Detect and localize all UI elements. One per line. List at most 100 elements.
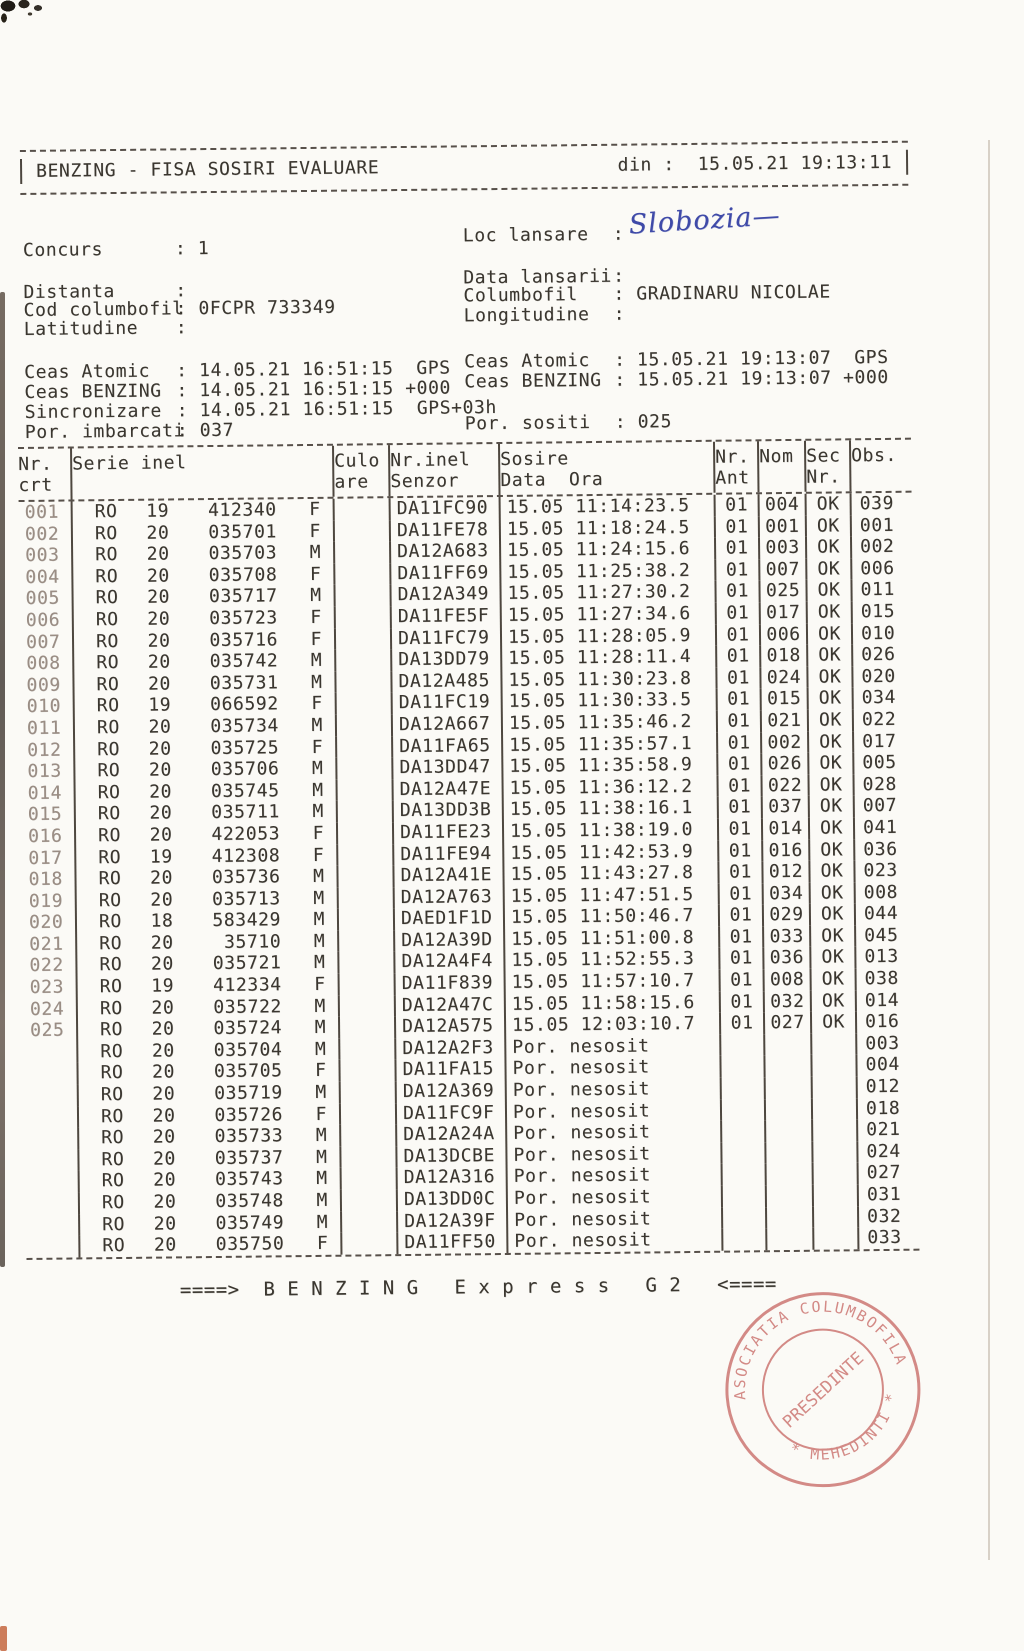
ring-number: 412334 [212, 974, 282, 997]
ring-sex: M [313, 930, 326, 952]
cell-serie: RO 19 412334 F [75, 973, 338, 999]
cell-crt: 007 [25, 631, 61, 653]
cell-culoare [333, 562, 390, 586]
ring-sex: M [313, 952, 326, 974]
cell-sosire: 15.05 11:27:30.2 [499, 581, 715, 605]
ring-year: 20 [151, 1018, 175, 1040]
por-imbarcati: Por. imbarcati: 037 [24, 419, 235, 443]
cell-culoare [337, 951, 394, 974]
ring-number: 035716 [209, 628, 279, 651]
ring-country: RO [97, 738, 121, 760]
ring-year: 20 [150, 932, 174, 954]
print-date: din : 15.05.21 19:13:11 [617, 152, 892, 176]
cell-sosire: Por. nesosit [504, 1077, 720, 1102]
ring-country: RO [95, 565, 119, 588]
cell-obs: 020 [851, 665, 914, 688]
cell-culoare [334, 649, 391, 672]
cell-senzor: DA12A2F3 [394, 1036, 505, 1060]
ring-sex: M [312, 865, 325, 888]
cell-crt [25, 1128, 77, 1150]
cell-ant [720, 1120, 765, 1143]
cell-sec: OK [804, 493, 850, 516]
cell-obs: 013 [854, 946, 917, 969]
cell-ant: 01 [718, 926, 763, 949]
cell-sec [811, 1141, 857, 1164]
cell-sec [812, 1205, 858, 1228]
ring-sex: M [309, 542, 322, 564]
cell-culoare [335, 822, 393, 845]
cell-culoare [335, 757, 392, 780]
ring-number: 035708 [208, 564, 278, 586]
header-box: BENZING - FISA SOSIRI EVALUARE din : 15.… [19, 140, 909, 195]
info-latitudine: Latitudine: [23, 317, 188, 340]
ring-country: RO [99, 954, 123, 976]
cell-crt [26, 1236, 78, 1258]
cell-nom: 036 [762, 947, 810, 970]
cell-sec: OK [805, 601, 851, 624]
cell-sosire: 15.05 12:03:10.7 [503, 1012, 720, 1037]
cell-culoare [332, 498, 389, 521]
cell-culoare [338, 1102, 396, 1125]
cell-senzor: DA12A349 [389, 583, 500, 607]
ring-country: RO [95, 608, 119, 631]
cell-crt [24, 1041, 76, 1063]
cell-sosire: Por. nesosit [504, 1056, 720, 1081]
cell-nom [765, 1227, 813, 1251]
cell-culoare [339, 1167, 396, 1190]
cell-culoare [338, 1081, 395, 1104]
ring-number: 412340 [207, 499, 277, 522]
ring-sex: M [315, 1146, 328, 1168]
print-date-label: din [617, 154, 653, 176]
cell-ant: 01 [718, 1012, 764, 1035]
table-body: 001 RO 19 412340 F DA11FC90 15.05 11:14:… [19, 492, 920, 1258]
ring-number: 035703 [208, 542, 278, 565]
cell-crt: 009 [26, 674, 61, 696]
ring-number: 035745 [210, 780, 280, 802]
cell-senzor: DA11FF69 [389, 561, 500, 585]
ring-country: RO [101, 1148, 125, 1171]
cell-senzor: DA11FE94 [392, 842, 503, 866]
ring-country: RO [98, 889, 122, 911]
cell-senzor: DA11FC9F [394, 1101, 506, 1125]
cell-obs: 045 [854, 924, 917, 947]
header-col-sosire: Sosire Data Ora [498, 441, 714, 496]
cell-serie: RO 20 35710 M [75, 930, 338, 955]
ring-year: 19 [151, 975, 175, 997]
ring-number: 035717 [208, 585, 278, 608]
cell-sosire: 15.05 11:47:51.5 [502, 883, 718, 908]
cell-culoare [337, 1016, 395, 1039]
cell-crt: 017 [28, 847, 63, 869]
cell-crt [24, 1063, 76, 1085]
header-col-crt: Nr. crt [18, 453, 53, 497]
cell-obs: 024 [856, 1140, 919, 1163]
cell-sec: OK [809, 968, 855, 991]
ring-number: 035701 [208, 520, 278, 543]
cell-senzor: DA12A4F4 [393, 950, 504, 974]
cell-obs: 022 [851, 708, 915, 731]
cell-serie: RO 20 035724 M [76, 1016, 339, 1042]
cell-ant [719, 1098, 765, 1121]
header-col-ant: Nr. Ant [712, 441, 758, 493]
cell-crt: 020 [28, 911, 64, 934]
ring-sex: M [315, 1081, 327, 1103]
cell-culoare [337, 994, 394, 1017]
stamp-outer-ring [725, 1292, 921, 1488]
cell-sec: OK [804, 514, 850, 537]
header-col-serie: Serie inel [70, 445, 333, 500]
cell-sosire: 15.05 11:51:00.8 [503, 926, 719, 951]
cell-sosire: 15.05 11:50:46.7 [502, 905, 719, 929]
cell-serie: RO 20 035711 M [73, 801, 336, 826]
cell-culoare [336, 908, 394, 931]
cell-senzor: DA13DD0C [395, 1187, 507, 1211]
cell-serie: RO 20 035742 M [72, 649, 335, 675]
cell-nom [765, 1206, 813, 1229]
ring-year: 20 [149, 824, 173, 846]
ring-number: 035733 [214, 1125, 284, 1148]
cell-serie: RO 20 035703 M [71, 541, 334, 567]
ring-country: RO [99, 976, 123, 998]
cell-senzor: DA12A667 [390, 712, 502, 736]
cell-culoare [333, 627, 391, 650]
cell-ant [721, 1206, 766, 1229]
cell-serie: RO 20 035750 F [78, 1232, 341, 1258]
cell-serie: RO 20 035705 F [76, 1060, 339, 1085]
